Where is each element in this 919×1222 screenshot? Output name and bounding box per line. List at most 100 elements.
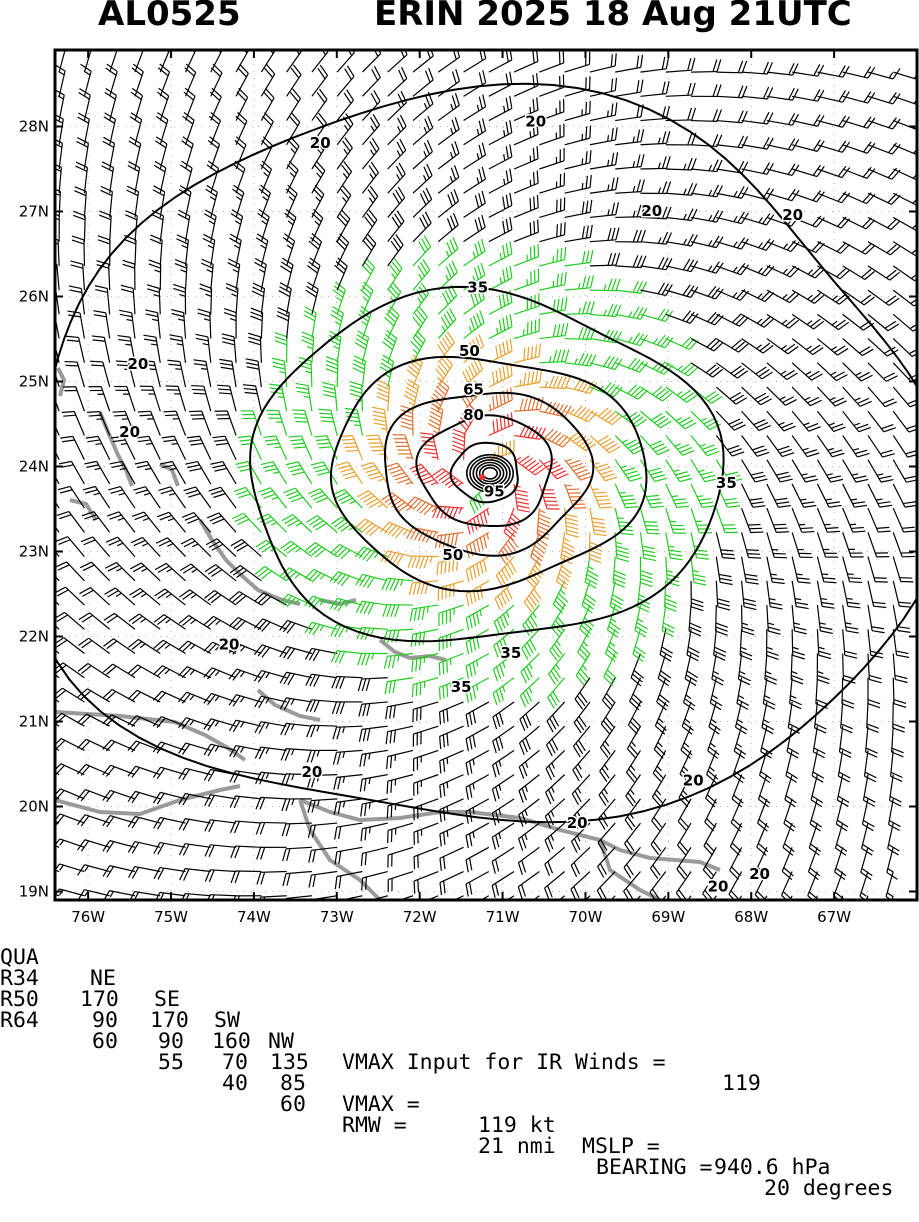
wind-barb (438, 213, 458, 241)
wind-barb-feather (702, 445, 714, 449)
wind-barb-feather (168, 364, 181, 365)
wind-barb-half-feather (781, 346, 786, 350)
wind-barb-half-feather (400, 580, 403, 586)
wind-barb-feather (302, 340, 314, 345)
wind-barb (219, 359, 236, 387)
wind-barb-feather (742, 631, 754, 635)
wind-barb-feather (470, 520, 473, 532)
wind-barb (666, 532, 683, 559)
wind-barb-feather (454, 189, 458, 201)
wind-barb (691, 508, 712, 533)
wind-barb-feather (607, 670, 616, 679)
wind-barb-half-feather (266, 748, 269, 754)
wind-barb-feather (132, 512, 144, 516)
wind-barb-feather (669, 550, 682, 552)
wind-barb-feather (730, 870, 739, 879)
wind-barb-half-feather (588, 566, 594, 569)
wind-barb-feather (806, 424, 818, 429)
wind-barb-feather (493, 693, 497, 705)
wind-barb (499, 532, 518, 563)
wind-barb (330, 572, 362, 586)
wind-barb-feather (493, 396, 495, 409)
wind-barb-feather (313, 850, 316, 862)
wind-barb (154, 589, 185, 605)
wind-barb-feather (261, 491, 273, 495)
wind-barb (893, 629, 909, 657)
wind-barb-feather (480, 538, 483, 550)
wind-barb-feather (474, 316, 478, 328)
wind-barb (95, 286, 110, 315)
wind-barb-half-feather (343, 727, 345, 733)
wind-barb-feather (275, 341, 287, 345)
wind-barb (489, 217, 512, 242)
wind-barb-feather (548, 886, 553, 898)
wind-barb-feather (622, 499, 635, 500)
wind-barb-feather (606, 673, 615, 682)
wind-barb-feather (775, 498, 788, 500)
wind-barb-feather (680, 478, 692, 481)
wind-barb-half-feather (469, 326, 471, 332)
wind-barb-half-feather (181, 270, 187, 272)
wind-barb-feather (492, 885, 495, 897)
wind-barb-feather (214, 440, 227, 441)
wind-barb-feather (286, 824, 290, 836)
wind-barb (843, 508, 866, 532)
wind-barb-feather (631, 387, 640, 396)
wind-barb-feather (293, 414, 306, 415)
wind-barb (590, 228, 619, 242)
wind-barb-feather (143, 335, 155, 337)
wind-barb-feather (337, 752, 340, 764)
wind-barb (322, 383, 337, 412)
wind-barb-feather (435, 536, 437, 548)
wind-barb (392, 435, 413, 460)
wind-barb-feather (555, 601, 564, 610)
wind-barb (438, 261, 457, 290)
wind-barb (893, 484, 917, 507)
wind-barb-half-feather (477, 660, 478, 666)
wind-barb-half-feather (578, 764, 581, 769)
wind-barb-feather (707, 795, 716, 804)
wind-barb-feather (248, 337, 260, 341)
wind-barb-feather (318, 443, 331, 444)
wind-barb-feather (522, 884, 526, 896)
wind-barb-feather (377, 388, 389, 393)
wind-barb (767, 581, 783, 609)
wind-barb-feather (635, 389, 644, 398)
wind-barb (514, 456, 545, 475)
wind-barb (519, 775, 539, 803)
wind-barb-feather (72, 240, 84, 244)
wind-barb (128, 791, 160, 802)
wind-barb (257, 872, 287, 885)
wind-barb-feather (340, 677, 345, 689)
wind-barb-half-feather (392, 273, 396, 278)
wind-barb-feather (286, 491, 298, 496)
wind-barb-feather (222, 334, 234, 337)
wind-barb-half-feather (335, 322, 340, 325)
wind-barb (438, 237, 458, 266)
wind-barb-half-feather (683, 791, 687, 796)
wind-barb (256, 797, 287, 809)
wind-barb-feather (894, 704, 906, 708)
wind-barb-half-feather (378, 479, 384, 481)
wind-barb-feather (503, 269, 505, 281)
wind-barb (640, 435, 669, 454)
wind-barb-feather (520, 399, 523, 411)
wind-barb-feather (453, 437, 465, 442)
wind-barb-half-feather (701, 418, 707, 421)
wind-barb-half-feather (350, 501, 356, 504)
wind-barb (255, 567, 287, 581)
wind-barb (147, 285, 160, 314)
wind-barb-feather (187, 519, 199, 524)
wind-barb-feather (440, 883, 441, 896)
wind-barb (733, 750, 744, 782)
wind-barb (232, 513, 261, 532)
wind-barb-feather (650, 503, 663, 504)
wind-barb-feather (470, 640, 472, 652)
wind-barb-feather (443, 784, 444, 797)
wind-barb-feather (32, 590, 43, 596)
wind-barb-half-feather (525, 786, 527, 792)
wind-barb-feather (718, 603, 730, 606)
wind-barb-feather (696, 554, 709, 555)
wind-barb-feather (59, 540, 71, 545)
